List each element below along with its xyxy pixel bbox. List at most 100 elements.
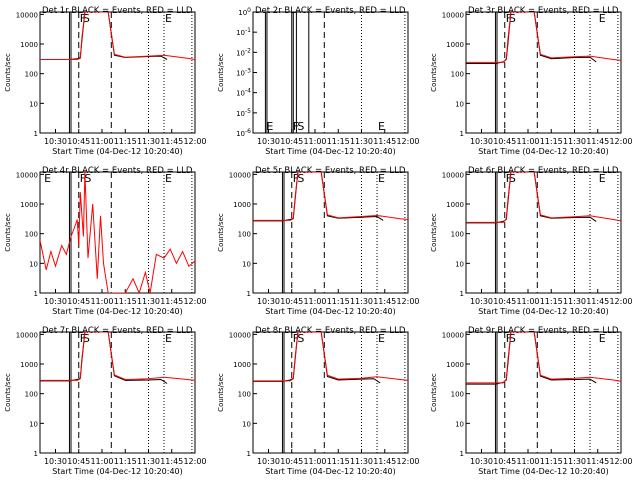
panel-title: Det 3r BLACK = Events, RED = LLD bbox=[468, 6, 619, 16]
y-axis-label: Counts/sec bbox=[4, 213, 12, 252]
x-tick-label: 11:30 bbox=[137, 297, 160, 306]
x-tick-label: 10:45 bbox=[67, 457, 90, 466]
y-tick-label: 100 bbox=[451, 71, 464, 79]
x-tick-label: 10:30 bbox=[44, 137, 67, 146]
x-tick-label: 11:45 bbox=[586, 137, 609, 146]
x-tick-label: 11:15 bbox=[327, 457, 350, 466]
panel-det-2: Det 2r BLACK = Events, RED = LLD E FS E 10:3… bbox=[217, 6, 420, 156]
marker-label-e: E bbox=[599, 12, 606, 25]
y-tick-label: 1000 bbox=[20, 41, 38, 49]
plot-frame bbox=[252, 331, 409, 454]
x-tick-label: 10:45 bbox=[280, 297, 303, 306]
x-tick-label: 12:00 bbox=[396, 137, 419, 146]
x-tick-label: 11:00 bbox=[90, 457, 113, 466]
x-tick-label: 10:45 bbox=[493, 137, 516, 146]
y-axis-label: Counts/sec bbox=[217, 53, 225, 92]
y-axis-label: Counts/sec bbox=[217, 373, 225, 412]
y-tick-label: 100 bbox=[451, 391, 464, 399]
x-tick-label: 10:30 bbox=[470, 297, 493, 306]
panel-title: Det 4r BLACK = Events, RED = LLD bbox=[42, 166, 193, 176]
y-axis-label: Counts/sec bbox=[430, 53, 438, 92]
y-tick-label: 100 bbox=[238, 231, 251, 239]
y-tick-label: 100 bbox=[25, 231, 38, 239]
y-tick-label: 100 bbox=[451, 231, 464, 239]
x-axis-label: Start Time (04-Dec-12 10:20:40) bbox=[52, 467, 183, 476]
y-tick-label: 100 bbox=[238, 391, 251, 399]
x-tick-label: 11:30 bbox=[563, 297, 586, 306]
y-tick-label: 10000 bbox=[229, 331, 251, 339]
marker-label-s: S bbox=[297, 120, 304, 133]
y-tick-label: 10 bbox=[455, 260, 464, 268]
y-tick-label: 10-5 bbox=[236, 108, 251, 118]
y-tick-label: 1000 bbox=[233, 361, 251, 369]
y-tick-label: 1 bbox=[34, 450, 38, 458]
x-tick-label: 10:45 bbox=[67, 297, 90, 306]
marker-label-f: F bbox=[506, 172, 512, 185]
marker-label-e: E bbox=[378, 172, 385, 185]
lld-series-line bbox=[40, 332, 195, 381]
x-tick-label: 11:15 bbox=[540, 137, 563, 146]
y-tick-label: 1000 bbox=[446, 201, 464, 209]
y-tick-label: 1 bbox=[460, 450, 464, 458]
y-tick-label: 100 bbox=[25, 71, 38, 79]
marker-label-f: F bbox=[506, 12, 512, 25]
lld-series-line bbox=[466, 12, 621, 63]
x-tick-label: 11:30 bbox=[137, 457, 160, 466]
y-tick-label: 10-2 bbox=[236, 47, 251, 57]
x-tick-label: 10:30 bbox=[44, 297, 67, 306]
x-axis-label: Start Time (04-Dec-12 10:20:40) bbox=[265, 467, 396, 476]
plot-frame bbox=[252, 171, 409, 294]
x-tick-label: 11:30 bbox=[137, 137, 160, 146]
x-tick-label: 11:00 bbox=[516, 457, 539, 466]
x-axis-label: Start Time (04-Dec-12 10:20:40) bbox=[52, 307, 183, 316]
plot-frame bbox=[39, 11, 196, 134]
x-tick-label: 12:00 bbox=[183, 137, 206, 146]
lld-series-line bbox=[40, 12, 195, 60]
x-tick-label: 10:30 bbox=[470, 457, 493, 466]
x-tick-label: 10:45 bbox=[280, 457, 303, 466]
marker-label-s: S bbox=[509, 332, 516, 345]
marker-label-f: F bbox=[293, 172, 299, 185]
plot-frame bbox=[465, 331, 622, 454]
events-series-line bbox=[40, 332, 168, 384]
x-tick-label: 11:15 bbox=[327, 297, 350, 306]
marker-label-s: S bbox=[509, 12, 516, 25]
x-tick-label: 10:30 bbox=[257, 137, 280, 146]
x-tick-label: 11:00 bbox=[303, 297, 326, 306]
panel-title: Det 9r BLACK = Events, RED = LLD bbox=[468, 326, 619, 336]
lld-series-line bbox=[466, 172, 621, 223]
x-axis-label: Start Time (04-Dec-12 10:20:40) bbox=[478, 147, 609, 156]
marker-label-s: S bbox=[297, 172, 304, 185]
x-tick-label: 12:00 bbox=[183, 297, 206, 306]
plot-frame bbox=[252, 11, 409, 134]
x-tick-label: 11:30 bbox=[563, 137, 586, 146]
marker-label-e: E bbox=[599, 332, 606, 345]
y-tick-label: 10-6 bbox=[236, 128, 251, 138]
x-tick-label: 11:30 bbox=[563, 457, 586, 466]
y-tick-label: 10000 bbox=[16, 11, 38, 19]
marker-label-s: S bbox=[83, 12, 90, 25]
x-tick-label: 12:00 bbox=[609, 137, 632, 146]
x-tick-label: 12:00 bbox=[183, 457, 206, 466]
marker-label-e: E bbox=[44, 172, 51, 185]
y-tick-label: 100 bbox=[238, 7, 251, 17]
y-tick-label: 1000 bbox=[20, 361, 38, 369]
x-tick-label: 11:45 bbox=[586, 297, 609, 306]
marker-label-e: E bbox=[378, 332, 385, 345]
marker-label-e: E bbox=[378, 120, 385, 133]
y-tick-label: 10000 bbox=[16, 331, 38, 339]
x-tick-label: 11:00 bbox=[303, 457, 326, 466]
lld-series-line bbox=[40, 172, 195, 293]
y-tick-label: 10000 bbox=[442, 11, 464, 19]
y-tick-label: 1000 bbox=[446, 361, 464, 369]
marker-label-f: F bbox=[80, 332, 86, 345]
y-tick-label: 10 bbox=[455, 420, 464, 428]
x-tick-label: 11:15 bbox=[114, 297, 137, 306]
y-tick-label: 1 bbox=[460, 130, 464, 138]
marker-label-f: F bbox=[293, 120, 299, 133]
